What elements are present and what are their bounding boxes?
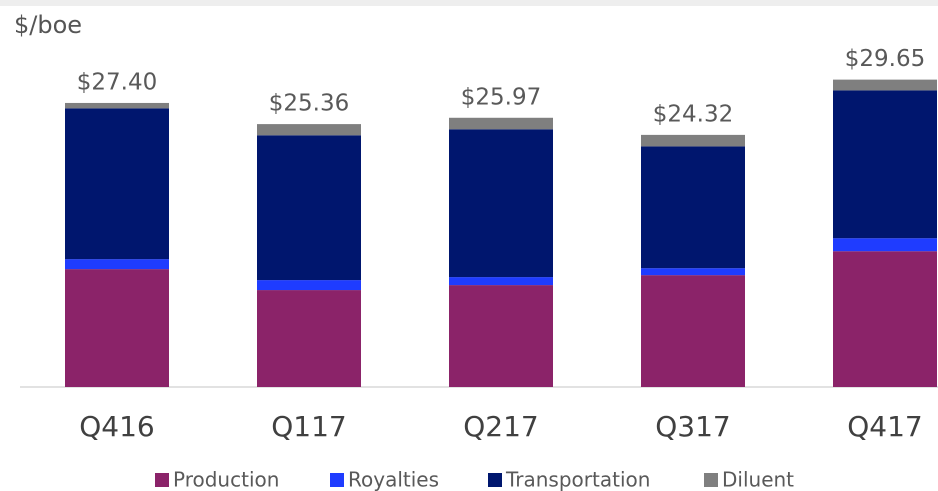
bar-segment — [65, 102, 169, 109]
header-band — [0, 0, 938, 6]
bar-segment — [257, 124, 361, 136]
bar-segment — [257, 135, 361, 281]
bar-segment — [449, 129, 553, 278]
legend-label: Production — [173, 468, 279, 491]
bar-segment — [257, 290, 361, 387]
total-label: $25.97 — [461, 84, 541, 110]
legend-swatch — [488, 473, 502, 487]
bar-segment — [641, 268, 745, 276]
bar-segment — [641, 275, 745, 387]
total-label: $25.36 — [269, 91, 349, 117]
legend-swatch — [155, 473, 169, 487]
total-label: $29.65 — [845, 46, 925, 72]
bar-segment — [833, 90, 937, 239]
bar-segment — [641, 134, 745, 147]
x-tick-label: Q417 — [847, 410, 922, 443]
x-tick-label: Q317 — [655, 410, 730, 443]
bar-segment — [449, 277, 553, 286]
legend-label: Diluent — [722, 468, 794, 491]
bar-segment — [449, 285, 553, 387]
bar-segment — [641, 146, 745, 269]
bar-segment — [65, 269, 169, 387]
x-tick-label: Q217 — [463, 410, 538, 443]
y-axis-label: $/boe — [14, 11, 82, 39]
legend-swatch — [330, 473, 344, 487]
legend-label: Transportation — [505, 468, 650, 491]
bar-segment — [833, 79, 937, 91]
bar-segment — [65, 259, 169, 270]
bar-segment — [833, 251, 937, 387]
total-label: $24.32 — [653, 101, 733, 127]
bar-segment — [449, 117, 553, 130]
legend-swatch — [704, 473, 718, 487]
x-tick-label: Q416 — [79, 410, 154, 443]
legend-label: Royalties — [348, 468, 439, 491]
x-tick-label: Q117 — [271, 410, 346, 443]
bar-segment — [257, 280, 361, 291]
total-label: $27.40 — [77, 69, 157, 95]
bar-segment — [65, 108, 169, 260]
bar-segment — [833, 238, 937, 252]
